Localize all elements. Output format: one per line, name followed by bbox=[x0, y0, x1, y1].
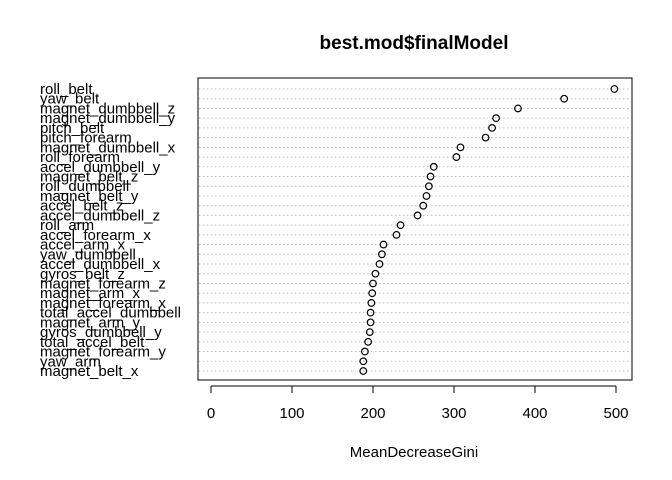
data-point bbox=[560, 94, 569, 103]
data-point bbox=[413, 211, 422, 220]
category-label: roll_dumbbell bbox=[40, 178, 129, 195]
category-label: magnet_forearm_y bbox=[40, 344, 166, 361]
category-label: accel_dumbbell_y bbox=[40, 159, 161, 176]
data-point bbox=[426, 172, 435, 181]
x-tick-label: 300 bbox=[441, 405, 466, 422]
chart-title: best.mod$finalModel bbox=[320, 33, 509, 54]
x-tick-label: 500 bbox=[603, 405, 628, 422]
x-tick-label: 100 bbox=[279, 405, 304, 422]
category-label: magnet_forearm_x bbox=[40, 295, 166, 312]
x-tick-label: 400 bbox=[522, 405, 547, 422]
category-label: accel_forearm_x bbox=[40, 227, 151, 244]
category-label: yaw_belt bbox=[40, 91, 100, 108]
guide-lines bbox=[199, 88, 631, 372]
data-point bbox=[366, 308, 375, 317]
data-point bbox=[422, 192, 431, 200]
data-point bbox=[456, 143, 465, 152]
category-label: total_accel_belt bbox=[40, 334, 145, 351]
category-label: yaw_dumbbell bbox=[40, 246, 136, 263]
category-labels: roll_beltyaw_beltmagnet_dumbbell_zmagnet… bbox=[40, 81, 181, 380]
data-point bbox=[424, 182, 433, 191]
data-point bbox=[429, 162, 438, 171]
category-label: yaw_arm bbox=[40, 353, 101, 370]
x-tick-label: 200 bbox=[360, 405, 385, 422]
data-point bbox=[610, 85, 619, 93]
data-point bbox=[375, 260, 384, 268]
data-point bbox=[371, 269, 380, 278]
category-label: magnet_dumbbell_z bbox=[40, 100, 175, 117]
data-point bbox=[514, 104, 522, 113]
data-point bbox=[366, 318, 375, 327]
category-label: magnet_arm_x bbox=[40, 285, 141, 302]
category-label: roll_forearm bbox=[40, 149, 120, 166]
category-label: gyros_belt_z bbox=[40, 266, 125, 283]
x-tick-label: 0 bbox=[207, 405, 215, 422]
data-point bbox=[359, 367, 368, 375]
category-label: pitch_forearm bbox=[40, 130, 132, 147]
data-point bbox=[396, 221, 405, 230]
category-label: roll_belt bbox=[40, 81, 93, 98]
data-point bbox=[367, 299, 376, 307]
category-label: magnet_dumbbell_y bbox=[40, 110, 176, 127]
category-label: magnet_forearm_z bbox=[40, 275, 166, 292]
data-point bbox=[419, 201, 428, 210]
data-point bbox=[378, 250, 386, 259]
data-point bbox=[361, 347, 369, 356]
plot-frame bbox=[197, 77, 633, 381]
data-point bbox=[392, 230, 401, 239]
category-label: accel_dumbbell_x bbox=[40, 256, 161, 273]
x-axis: 0 100 200 300 400 500 bbox=[207, 385, 629, 422]
data-points bbox=[359, 85, 619, 375]
data-point bbox=[379, 240, 388, 249]
category-label: accel_belt_z bbox=[40, 198, 123, 215]
data-point bbox=[488, 123, 496, 132]
data-point bbox=[359, 357, 368, 366]
category-label: roll_arm bbox=[40, 217, 94, 234]
data-point bbox=[492, 114, 501, 123]
data-point bbox=[481, 133, 490, 142]
category-label: magnet_dumbbell_x bbox=[40, 139, 176, 156]
data-point bbox=[365, 328, 374, 337]
data-point bbox=[452, 153, 461, 161]
data-point bbox=[368, 289, 377, 298]
category-label: magnet_belt_x bbox=[40, 363, 139, 380]
category-label: accel_arm_x bbox=[40, 237, 126, 254]
category-label: pitch_belt bbox=[40, 120, 105, 137]
category-label: gyros_dumbbell_y bbox=[40, 324, 162, 341]
category-label: magnet_arm_y bbox=[40, 314, 141, 331]
category-label: total_accel_dumbbell bbox=[40, 305, 181, 322]
category-label: accel_dumbbell_z bbox=[40, 207, 160, 224]
data-point bbox=[369, 279, 377, 288]
x-axis-label: MeanDecreaseGini bbox=[350, 444, 478, 461]
category-label: magnet_belt_z bbox=[40, 169, 138, 186]
category-label: magnet_belt_y bbox=[40, 188, 139, 205]
data-point bbox=[364, 337, 373, 346]
